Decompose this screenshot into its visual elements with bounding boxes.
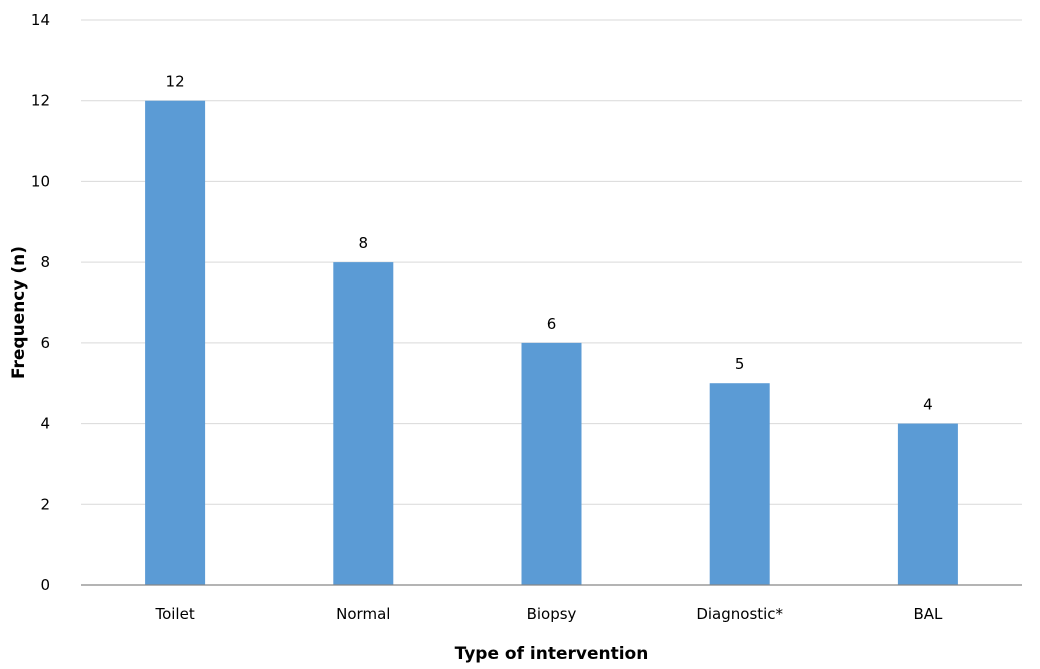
y-tick-label: 4: [40, 415, 50, 433]
y-axis-title: Frequency (n): [9, 246, 29, 379]
x-tick-label: Normal: [336, 605, 390, 623]
bar: [145, 100, 206, 585]
data-label: 5: [735, 355, 745, 373]
y-tick-label: 2: [40, 495, 50, 513]
x-axis-ticks: Toilet Normal Biopsy Diagnostic* BAL: [154, 605, 943, 623]
bar: [521, 342, 582, 585]
x-tick-label: Biopsy: [527, 605, 577, 623]
y-tick-label: 14: [31, 11, 50, 29]
x-tick-label: BAL: [913, 605, 943, 623]
data-label: 12: [166, 73, 185, 91]
y-tick-label: 12: [31, 92, 50, 110]
bar: [709, 383, 770, 585]
y-tick-label: 10: [31, 172, 50, 190]
x-axis-title: Type of intervention: [455, 644, 649, 664]
x-tick-label: Toilet: [154, 605, 194, 623]
bars: [145, 100, 958, 585]
data-label: 4: [923, 396, 933, 414]
y-tick-label: 8: [40, 253, 50, 271]
bar: [333, 262, 394, 585]
y-tick-label: 0: [40, 576, 50, 594]
data-label: 6: [547, 315, 557, 333]
y-axis-ticks: 0 2 4 6 8 10 12 14: [31, 11, 50, 594]
x-tick-label: Diagnostic*: [696, 605, 783, 623]
y-tick-label: 6: [40, 334, 50, 352]
data-labels: 12 8 6 5 4: [166, 73, 933, 414]
bar: [897, 423, 958, 585]
data-label: 8: [359, 234, 369, 252]
